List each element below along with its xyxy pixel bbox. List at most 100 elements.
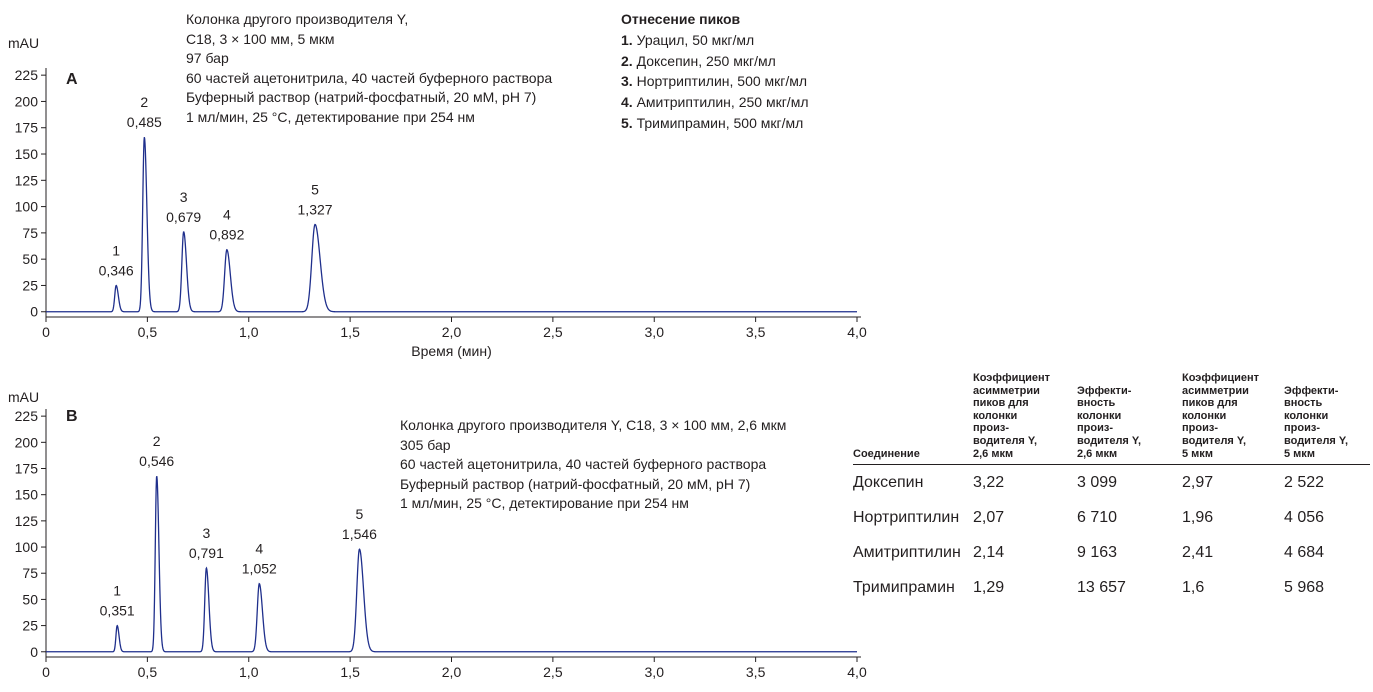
peak-assignment-number: 4.: [621, 94, 633, 111]
conditions-a-line-2: C18, 3 × 100 мм, 5 мкм: [186, 30, 335, 47]
c0-trace-line: [46, 137, 857, 313]
peak-assignment-item-1: 1. Урацил, 50 мкг/мл: [621, 30, 809, 51]
conditions-b-line-5: 1 мл/мин, 25 °C, детектирование при 254 …: [400, 495, 689, 511]
table-header-text: вность: [1077, 397, 1116, 410]
c1-peak-rt-label-5: 1,546: [342, 526, 377, 542]
c0-x-tick-label-4: 2,0: [442, 324, 462, 340]
c0-peak-rt-label-3: 0,679: [166, 209, 201, 225]
c1-x-tick-label-1: 0,5: [138, 664, 158, 680]
table-cell-value: 4 056: [1284, 508, 1325, 526]
c0-x-tick-label-2: 1,0: [239, 324, 259, 340]
peak-assignment-item-3: 3. Нортриптилин, 500 мкг/мл: [621, 71, 809, 92]
c1-x-tick-label-8: 4,0: [847, 664, 867, 680]
c0-peak-number-1: 1: [112, 242, 120, 258]
c0-peak-number-2: 2: [140, 94, 148, 110]
table-cell-compound: Амитриптилин: [853, 543, 961, 561]
table-cell-value: 2,14: [973, 543, 1005, 561]
c0-y-tick-label-7: 175: [15, 120, 39, 136]
results-table: Соединение Коэффициент асимметрии пиков для…: [853, 372, 1370, 605]
c0-peak-rt-label-4: 0,892: [209, 227, 244, 243]
peak-assignment-concentration: , 500 мкг/мл: [725, 114, 804, 131]
table-cell-value: 3 099: [1077, 473, 1118, 491]
table-header-text: Эффекти-: [1077, 384, 1132, 397]
table-header-2: Эффекти-вность колонки произ-водителя Y, 2,…: [1077, 372, 1182, 466]
table-header-text: колонки: [1284, 409, 1329, 422]
table-cell-value: 6 710: [1077, 508, 1118, 526]
peak-assignment-item-4: 4. Амитриптилин, 250 мкг/мл: [621, 92, 809, 113]
c1-y-tick-label-1: 25: [22, 618, 38, 634]
table-header-text: колонки: [973, 409, 1018, 422]
conditions-b: Колонка другого производителя Y, C18, 3 …: [400, 416, 786, 514]
table-header-text: водителя Y,: [1182, 434, 1247, 447]
table-header-text: произ-: [1077, 422, 1113, 435]
c0-x-tick-label-6: 3,0: [645, 324, 665, 340]
conditions-a-line-6: 1 мл/мин, 25 °C, детектирование при 254 …: [186, 108, 475, 125]
c1-panel-label: B: [66, 408, 78, 425]
peak-assignment-number: 1.: [621, 31, 633, 48]
peak-assignment-compound: Тримипрамин: [632, 114, 726, 131]
c1-y-tick-label-4: 100: [15, 539, 39, 555]
c1-x-tick-label-2: 1,0: [239, 664, 259, 680]
table-header-3: Коэффициент асимметрии пиков для колонки про…: [1182, 372, 1284, 466]
table-header-text: пиков для: [973, 397, 1029, 410]
c1-y-tick-label-9: 225: [15, 408, 39, 424]
table-header-text: колонки: [1182, 409, 1227, 422]
peak-assignment-number: 2.: [621, 52, 633, 69]
c0-y-tick-label-5: 125: [15, 172, 39, 188]
c1-y-tick-label-8: 200: [15, 434, 39, 450]
c0-y-tick-label-1: 25: [22, 277, 38, 293]
c1-trace-line: [46, 476, 857, 653]
c0-x-tick-label-8: 4,0: [847, 324, 867, 340]
chromatogram-b: 0 0,5 1,0 1,5 2,0 2,5 3,0 3,5 4,0025507510012515…: [8, 389, 867, 680]
c1-peak-number-4: 4: [255, 541, 263, 557]
c0-panel-label: A: [66, 71, 78, 88]
c0-x-tick-label-0: 0: [42, 324, 50, 340]
table-row: Амитриптилин 2,14 9 163 2,41 4 684: [853, 535, 1370, 570]
c0-x-tick-label-1: 0,5: [138, 324, 158, 340]
peak-assignment-title: Отнесение пиков: [621, 11, 741, 27]
table-header-text: 5 мкм: [1284, 447, 1315, 460]
table-cell-value: 9 163: [1077, 543, 1118, 561]
c0-peak-rt-label-5: 1,327: [298, 201, 333, 217]
c0-x-tick-label-7: 3,5: [746, 324, 766, 340]
table-cell-value: 13 657: [1077, 578, 1126, 596]
conditions-b-line-3: 60 частей ацетонитрила, 40 частей буферн…: [400, 456, 767, 472]
c0-y-axis-title: mAU: [8, 35, 39, 51]
table-header-text: колонки: [1077, 409, 1122, 422]
table-header-text: произ-: [973, 422, 1009, 435]
table-cell-value: 4 684: [1284, 543, 1325, 561]
table-header-text: Коэффициент: [1182, 372, 1260, 384]
peak-assignment-number: 5.: [621, 114, 633, 131]
table-cell-value: 5 968: [1284, 578, 1325, 596]
table-header-text: водителя Y,: [1077, 434, 1142, 447]
peak-assignment-number: 3.: [621, 73, 633, 90]
table-cell-compound: Доксепин: [853, 473, 924, 491]
conditions-a-line-1: Колонка другого производителя Y,: [186, 11, 409, 27]
table-header-text: Соединение: [853, 447, 920, 460]
c0-y-tick-label-9: 225: [15, 67, 39, 83]
c0-peak-number-3: 3: [180, 189, 188, 205]
table-row: Нортриптилин 2,07 6 710 1,96 4 056: [853, 500, 1370, 535]
c1-x-tick-label-3: 1,5: [340, 664, 360, 680]
table-cell-value: 1,6: [1182, 578, 1205, 596]
c0-x-tick-label-5: 2,5: [543, 324, 563, 340]
table-header-0: Соединение: [853, 372, 973, 466]
table-header-text: водителя Y,: [973, 434, 1038, 447]
peak-assignment-compound: Доксепин: [632, 52, 699, 69]
conditions-a-line-5: Буферный раствор (натрий-фосфатный, 20 м…: [186, 89, 537, 105]
c1-peak-number-5: 5: [356, 506, 364, 522]
c1-y-tick-label-7: 175: [15, 461, 39, 477]
c1-x-tick-label-4: 2,0: [442, 664, 462, 680]
c0-y-tick-label-2: 50: [22, 251, 38, 267]
c0-peak-number-4: 4: [223, 207, 231, 223]
c1-x-tick-label-5: 2,5: [543, 664, 563, 680]
table-cell-value: 1,96: [1182, 508, 1214, 526]
c0-y-tick-label-8: 200: [15, 93, 39, 109]
c1-peak-number-2: 2: [153, 433, 161, 449]
c1-peak-number-1: 1: [113, 583, 121, 599]
c1-y-tick-label-2: 50: [22, 591, 38, 607]
peak-assignment: Отнесение пиков 1. Урацил, 50 мкг/мл 2. Д…: [621, 9, 809, 134]
c0-y-tick-label-6: 150: [15, 146, 39, 162]
table-cell-compound: Тримипрамин: [853, 578, 955, 596]
peak-assignment-compound: Урацил: [632, 31, 685, 48]
